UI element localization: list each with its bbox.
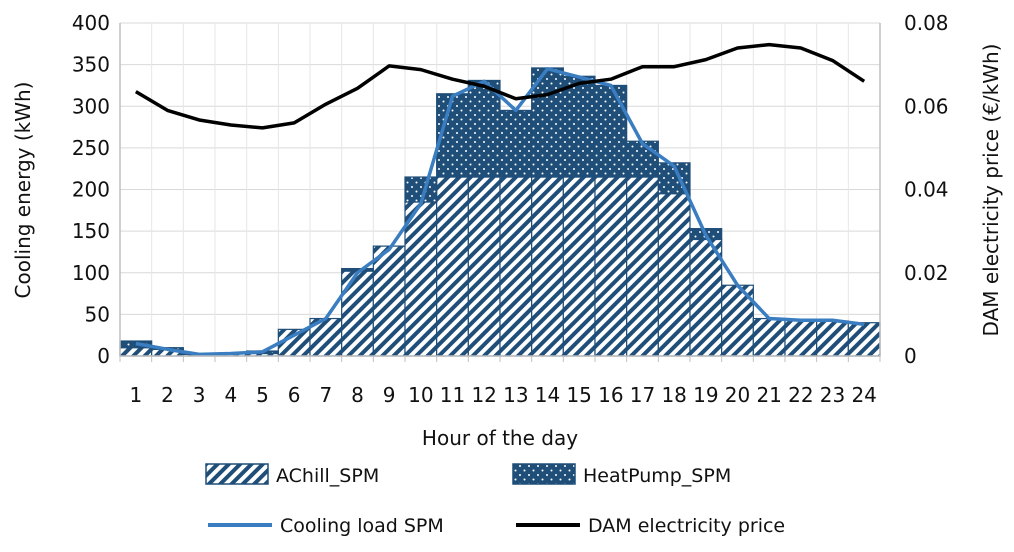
x-tick-label: 23 (820, 383, 845, 407)
bar-heatpump-spm (562, 75, 596, 178)
x-tick-label: 18 (661, 383, 686, 407)
legend-label-achill: AChill_SPM (276, 465, 379, 487)
x-tick-label: 8 (351, 383, 364, 407)
legend-swatch-heatpump (512, 463, 576, 485)
axes (119, 23, 881, 362)
x-axis-title: Hour of the day (422, 426, 578, 450)
x-tick-label: 21 (756, 383, 781, 407)
legend-swatch-achill (205, 463, 269, 485)
x-tick-label: 17 (630, 383, 655, 407)
y-tick-label: 150 (72, 219, 110, 243)
y-tick-label: 50 (85, 302, 110, 326)
bar-heatpump-spm (626, 140, 659, 178)
y-tick-label: 100 (72, 261, 110, 285)
x-tick-label: 12 (471, 383, 496, 407)
legend-label-dam-price: DAM electricity price (588, 515, 785, 537)
bar-achill-spm (594, 176, 628, 357)
bar-achill-spm (499, 176, 533, 357)
y-tick-label: 0 (97, 344, 110, 368)
x-tick-label: 22 (788, 383, 813, 407)
bar-heatpump-spm (594, 84, 628, 178)
bar-heatpump-spm (467, 79, 501, 178)
bar-achill-spm (784, 319, 818, 357)
y2-tick-label: 0 (904, 344, 917, 368)
y-tick-label: 200 (72, 178, 110, 202)
x-tick-label: 15 (566, 383, 591, 407)
x-tick-label: 3 (193, 383, 206, 407)
x-tick-label: 20 (725, 383, 750, 407)
bar-achill-spm (657, 193, 691, 357)
y-tick-label: 300 (72, 94, 110, 118)
lines (134, 42, 866, 357)
x-tick-label: 10 (408, 383, 433, 407)
bar-heatpump-spm (499, 109, 533, 178)
bar-achill-spm (404, 201, 438, 357)
y2-tick-label: 0.02 (904, 261, 949, 285)
bar-achill-spm (436, 176, 469, 357)
bar-heatpump-spm (531, 67, 564, 178)
y-axis-title: Cooling energy (kWh) (11, 82, 35, 299)
bar-achill-spm (467, 176, 501, 357)
x-tick-label: 24 (851, 383, 876, 407)
line-dam-electricity-price (134, 42, 866, 130)
y-tick-label: 250 (72, 136, 110, 160)
x-tick-label: 14 (535, 383, 560, 407)
bar-achill-spm (531, 176, 564, 357)
x-tick-label: 5 (256, 383, 269, 407)
bar-achill-spm (752, 317, 786, 357)
x-tick-label: 13 (503, 383, 528, 407)
y2-tick-label: 0.06 (904, 94, 949, 118)
x-tick-label: 2 (161, 383, 174, 407)
x-tick-label: 9 (383, 383, 396, 407)
legend-label-cooling-load: Cooling load SPM (280, 515, 444, 537)
x-tick-label: 19 (693, 383, 718, 407)
legend-item-cooling-load: Cooling load SPM (208, 515, 444, 537)
x-tick-label: 4 (224, 383, 237, 407)
bar-achill-spm (626, 176, 659, 357)
bar-achill-spm (847, 322, 881, 357)
x-tick-label: 1 (129, 383, 142, 407)
legend-item-dam-price: DAM electricity price (516, 515, 785, 537)
bar-achill-spm (341, 270, 374, 357)
line-cooling-load-spm (135, 67, 865, 357)
legend: AChill_SPM HeatPump_SPM Cooling load SPM… (205, 463, 785, 537)
bar-achill-spm (816, 320, 849, 357)
y2-tick-label: 0.04 (904, 178, 949, 202)
y2-axis-title: DAM electricity price (€/kWh) (979, 44, 1003, 337)
x-tick-label: 11 (440, 383, 465, 407)
y2-tick-label: 0.08 (904, 11, 949, 35)
legend-item-achill: AChill_SPM (205, 463, 379, 487)
bar-achill-spm (119, 347, 153, 357)
bar-achill-spm (372, 245, 406, 357)
y-tick-label: 350 (72, 53, 110, 77)
bar-achill-spm (689, 238, 723, 357)
x-tick-label: 6 (288, 383, 301, 407)
y-tick-label: 400 (72, 11, 110, 35)
x-tick-label: 16 (598, 383, 623, 407)
legend-label-heatpump: HeatPump_SPM (583, 465, 731, 487)
tick-labels: 0 50 100 150 200 250 300 350 400 0 0.02 0.04 0.06 0.0… (72, 11, 949, 407)
x-tick-label: 7 (319, 383, 332, 407)
legend-item-heatpump: HeatPump_SPM (512, 463, 731, 487)
bar-achill-spm (562, 176, 596, 357)
